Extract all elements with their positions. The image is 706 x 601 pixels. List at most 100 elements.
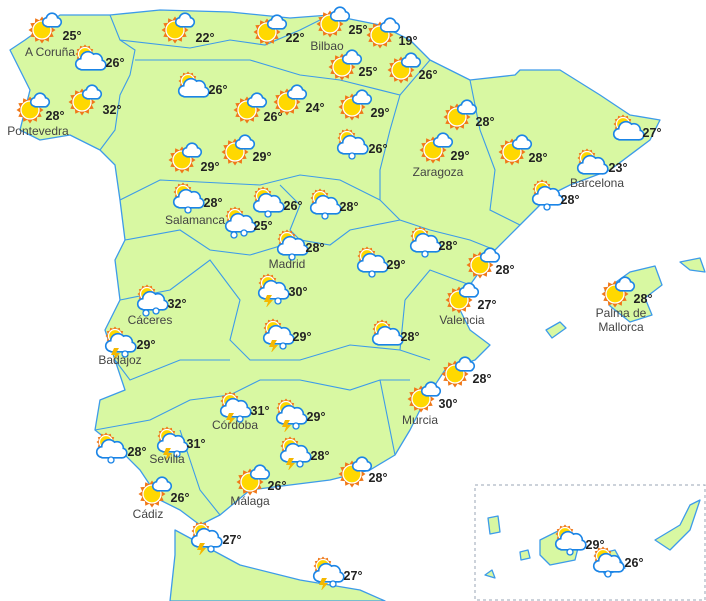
sun-cloud-weather-icon[interactable] — [444, 282, 480, 318]
rain-weather-icon[interactable] — [93, 430, 129, 466]
temperature: 26° — [368, 142, 388, 156]
temperature: 26° — [418, 68, 438, 82]
sun-cloud-weather-icon[interactable] — [272, 84, 308, 120]
rain-weather-icon[interactable] — [334, 126, 370, 162]
cloud-sun-weather-icon[interactable] — [610, 112, 646, 148]
lightning-icon — [286, 458, 295, 471]
temperature: 26° — [624, 556, 644, 570]
cloud-icon — [156, 432, 189, 453]
sun-cloud-weather-icon[interactable] — [442, 99, 478, 135]
sun-cloud-weather-icon[interactable] — [67, 84, 103, 120]
temperature: 31° — [250, 404, 270, 418]
rain-weather-icon[interactable] — [552, 522, 588, 558]
city-label[interactable]: Zaragoza — [412, 165, 464, 179]
cloud-sun-weather-icon[interactable] — [574, 146, 610, 182]
rain-weather-icon[interactable] — [590, 544, 626, 580]
cloud-sun-weather-icon[interactable] — [369, 317, 405, 353]
storm-weather-icon[interactable] — [217, 389, 253, 426]
sun-cloud-weather-icon[interactable] — [440, 356, 476, 392]
temperature: 28° — [45, 109, 65, 123]
sun-cloud-weather-icon[interactable] — [167, 142, 203, 178]
cloud-icon — [249, 464, 271, 480]
lightning-icon — [319, 578, 328, 591]
temperature: 25° — [348, 23, 368, 37]
sun-cloud-weather-icon[interactable] — [235, 464, 271, 500]
sun-cloud-weather-icon[interactable] — [252, 14, 288, 50]
rain-drop-icon — [348, 152, 356, 160]
ibiza-island — [545, 321, 567, 339]
storm-weather-icon[interactable] — [154, 424, 190, 461]
city-label[interactable]: Salamanca — [164, 213, 226, 227]
temperature: 22° — [195, 31, 215, 45]
temperature: 29° — [136, 338, 156, 352]
rain-weather-icon[interactable] — [274, 227, 310, 263]
rain-weather-icon[interactable] — [307, 186, 343, 222]
sun-cloud-weather-icon[interactable] — [232, 92, 268, 128]
storm-weather-icon[interactable] — [255, 271, 291, 308]
sun-cloud-weather-icon[interactable] — [465, 247, 501, 283]
temperature: 19° — [398, 34, 418, 48]
rain-weather-icon[interactable] — [250, 184, 286, 220]
cloud-icon — [356, 252, 389, 273]
cloud-icon — [252, 192, 285, 213]
cloud-icon — [275, 404, 308, 425]
rain-weather-icon[interactable] — [354, 244, 390, 280]
storm-weather-icon[interactable] — [188, 519, 224, 556]
city-label[interactable]: Sevilla — [149, 452, 185, 466]
city-label[interactable]: Pontevedra — [7, 124, 69, 138]
cloud-icon — [329, 6, 351, 22]
showers-weather-icon[interactable] — [134, 282, 170, 318]
sun-cloud-weather-icon[interactable] — [337, 456, 373, 492]
rain-drop-icon — [279, 342, 287, 350]
city-label[interactable]: Málaga — [230, 494, 270, 508]
rain-drop-icon — [107, 456, 115, 464]
temperature: 25° — [253, 219, 273, 233]
city-label[interactable]: Murcia — [401, 413, 439, 427]
sun-cloud-weather-icon[interactable] — [600, 276, 636, 312]
rain-weather-icon[interactable] — [170, 180, 206, 216]
canary-island — [487, 515, 501, 535]
cloud-icon — [409, 232, 442, 253]
rain-weather-icon[interactable] — [407, 224, 443, 260]
temperature: 28° — [633, 292, 653, 306]
sun-cloud-weather-icon[interactable] — [315, 6, 351, 42]
sun-cloud-weather-icon[interactable] — [365, 17, 401, 53]
sun-cloud-weather-icon[interactable] — [418, 132, 454, 168]
cloud-icon — [576, 154, 609, 175]
sun-cloud-weather-icon[interactable] — [337, 89, 373, 125]
cloud-icon — [286, 84, 308, 100]
showers-weather-icon[interactable] — [222, 204, 258, 240]
cloud-icon — [456, 99, 478, 115]
city-label[interactable]: Madrid — [268, 257, 306, 271]
cloud-sun-weather-icon[interactable] — [72, 42, 108, 78]
sun-cloud-weather-icon[interactable] — [327, 49, 363, 85]
sun-cloud-weather-icon[interactable] — [386, 52, 422, 88]
city-label[interactable]: Córdoba — [211, 418, 259, 432]
city-label[interactable]: Cáceres — [127, 313, 173, 327]
city-label[interactable]: A Coruña — [24, 45, 76, 59]
rain-weather-icon[interactable] — [529, 177, 565, 213]
cloud-icon — [336, 134, 369, 155]
storm-weather-icon[interactable] — [260, 316, 296, 353]
city-label[interactable]: Cádiz — [132, 507, 164, 521]
sun-cloud-weather-icon[interactable] — [15, 92, 51, 128]
temperature: 26° — [263, 110, 283, 124]
storm-weather-icon[interactable] — [102, 324, 138, 361]
temperature: 26° — [208, 83, 228, 97]
city-label[interactable]: Barcelona — [569, 176, 625, 190]
cloud-sun-weather-icon[interactable] — [175, 69, 211, 105]
city-label[interactable]: Valencia — [439, 313, 485, 327]
city-label[interactable]: Badajoz — [98, 353, 142, 367]
sun-cloud-weather-icon[interactable] — [497, 134, 533, 170]
rain-drop-icon — [240, 229, 248, 237]
sun-cloud-weather-icon[interactable] — [27, 12, 63, 48]
sun-cloud-weather-icon[interactable] — [137, 476, 173, 512]
storm-weather-icon[interactable] — [277, 434, 313, 471]
city-label[interactable]: Bilbao — [310, 39, 344, 53]
storm-weather-icon[interactable] — [310, 554, 346, 591]
storm-weather-icon[interactable] — [273, 396, 309, 433]
sun-cloud-weather-icon[interactable] — [406, 381, 442, 417]
city-label[interactable]: Palma de Mallorca — [595, 306, 647, 334]
sun-cloud-weather-icon[interactable] — [160, 12, 196, 48]
sun-cloud-weather-icon[interactable] — [220, 134, 256, 170]
